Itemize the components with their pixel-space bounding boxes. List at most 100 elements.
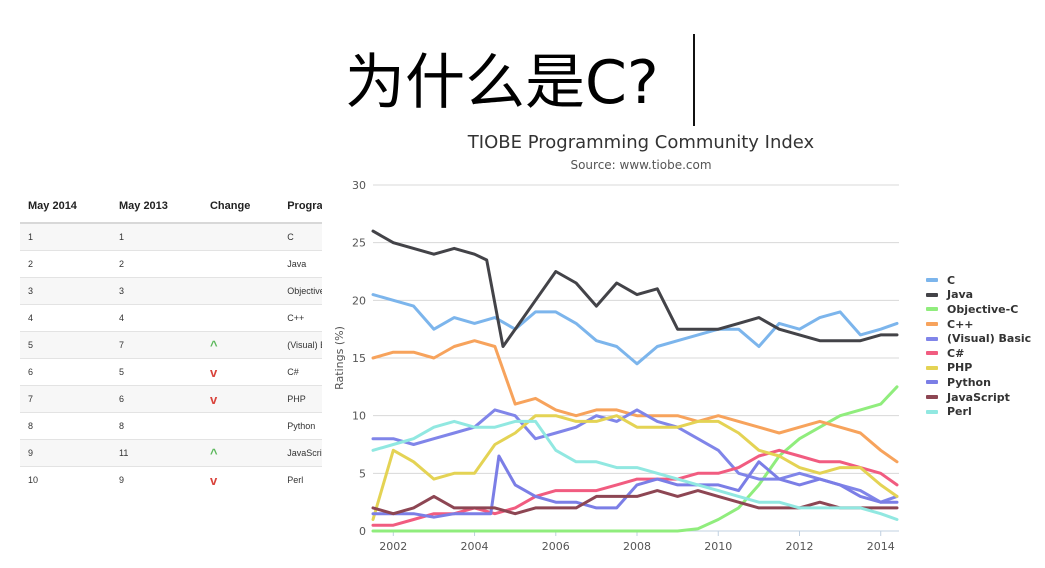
y-tick-label: 0	[359, 525, 366, 538]
series-line	[371, 385, 899, 533]
legend-swatch	[926, 380, 938, 385]
cell-change	[201, 304, 280, 332]
cell-language: C	[279, 223, 322, 251]
legend-label: C#	[947, 346, 965, 360]
x-tick-label: 2002	[379, 540, 407, 553]
ranking-table-panel: May 2014 May 2013 Change Programm 11 C 22 J…	[20, 190, 322, 490]
x-tick-label: 2012	[785, 540, 813, 553]
legend-label: C	[947, 273, 956, 287]
cell-rank-2014: 1	[20, 223, 111, 251]
cell-rank-2013: 2	[110, 250, 202, 278]
chart-title: TIOBE Programming Community Index	[467, 132, 815, 153]
x-tick-label: 2008	[623, 540, 651, 553]
x-tick-label: 2014	[867, 540, 895, 553]
series-line	[371, 448, 899, 527]
series-line	[371, 408, 899, 504]
table-row: 7 6 v PHP	[20, 385, 322, 413]
arrow-down-icon: v	[209, 364, 218, 380]
cell-language: C#	[279, 358, 322, 386]
x-tick-label: 2006	[542, 540, 570, 553]
legend-item[interactable]: (Visual) Basic	[926, 331, 1031, 346]
tiobe-line-chart: TIOBE Programming Community Index Source:…	[333, 132, 899, 553]
y-tick-label: 10	[352, 410, 366, 423]
legend-label: Perl	[947, 405, 972, 419]
cell-language: C++	[279, 304, 322, 332]
legend-item[interactable]: C	[926, 273, 1031, 288]
cell-rank-2014: 3	[20, 277, 111, 305]
legend-swatch	[926, 292, 938, 297]
series-line	[371, 414, 899, 521]
cell-rank-2014: 2	[20, 250, 111, 278]
legend-swatch	[926, 278, 938, 283]
table-row: 2 2 Java	[20, 250, 322, 278]
cell-language: Objective-C	[279, 277, 322, 305]
legend-item[interactable]: C#	[926, 346, 1031, 361]
cell-language: PHP	[279, 385, 322, 413]
cell-rank-2014: 10	[20, 466, 111, 490]
cell-change: v	[201, 385, 280, 413]
legend-swatch	[926, 307, 938, 312]
table-row: 33 Objective-C	[20, 277, 322, 305]
arrow-down-icon: v	[209, 391, 218, 407]
cell-rank-2013: 4	[110, 304, 202, 332]
legend-label: C++	[947, 317, 974, 331]
text-cursor	[693, 34, 695, 126]
cell-change: ^	[201, 439, 280, 467]
cell-language: Python	[279, 412, 322, 440]
legend-item[interactable]: PHP	[926, 361, 1031, 376]
cell-change	[201, 277, 280, 305]
slide-title: 为什么是C?	[345, 48, 659, 118]
cell-rank-2014: 6	[20, 358, 111, 386]
series-line	[371, 229, 899, 348]
cell-rank-2014: 4	[20, 304, 111, 332]
cell-rank-2014: 9	[20, 439, 111, 467]
legend-label: JavaScript	[947, 390, 1010, 404]
table-row: 6 5 v C#	[20, 358, 322, 386]
series-line	[371, 293, 899, 366]
series-line	[371, 489, 899, 516]
cell-rank-2014: 7	[20, 385, 111, 413]
cell-language: (Visual) Basi	[279, 331, 322, 359]
table-row: 57 ^ (Visual) Basi	[20, 331, 322, 359]
table-header-row: May 2014 May 2013 Change Programm	[20, 190, 322, 224]
cell-rank-2013: 3	[110, 277, 202, 305]
legend-item[interactable]: Perl	[926, 404, 1031, 419]
table-row: 10 9 v Perl	[20, 466, 322, 490]
col-header-change: Change	[201, 190, 280, 224]
cell-rank-2013: 5	[110, 358, 202, 386]
cell-rank-2013: 7	[110, 331, 202, 359]
legend-label: (Visual) Basic	[947, 332, 1032, 346]
cell-language: Perl	[279, 466, 322, 490]
series-line	[371, 419, 899, 521]
cell-change: ^	[201, 331, 280, 359]
legend-item[interactable]: Python	[926, 375, 1031, 390]
y-tick-label: 5	[359, 467, 366, 480]
cell-change: v	[201, 358, 280, 386]
x-tick-label: 2010	[704, 540, 732, 553]
legend-item[interactable]: JavaScript	[926, 390, 1031, 405]
cell-language: JavaScript	[279, 439, 322, 467]
cell-change: v	[201, 466, 280, 490]
legend-label: Java	[947, 288, 974, 302]
legend-item[interactable]: Objective-C	[926, 302, 1031, 317]
cell-rank-2013: 6	[110, 385, 202, 413]
cell-rank-2014: 5	[20, 331, 111, 359]
legend-item[interactable]: C++	[926, 317, 1031, 332]
cell-change	[201, 223, 280, 251]
cell-rank-2014: 8	[20, 412, 111, 440]
arrow-up-icon: ^	[209, 445, 218, 461]
cell-rank-2013: 11	[110, 439, 202, 467]
arrow-down-icon: v	[209, 472, 218, 488]
legend-label: Python	[947, 375, 991, 389]
legend-swatch	[926, 365, 938, 370]
table-body: 11C22Java33Objective-C44C++57^(Visual) B…	[20, 223, 322, 490]
legend-swatch	[926, 395, 938, 400]
cell-rank-2013: 1	[110, 223, 202, 251]
legend-item[interactable]: Java	[926, 288, 1031, 303]
cell-rank-2013: 9	[110, 466, 202, 490]
table-row: 4 4 C++	[20, 304, 322, 332]
x-tick-label: 2004	[461, 540, 489, 553]
col-header-language: Programm	[279, 190, 322, 224]
table-row: 8 8 Python	[20, 412, 322, 440]
